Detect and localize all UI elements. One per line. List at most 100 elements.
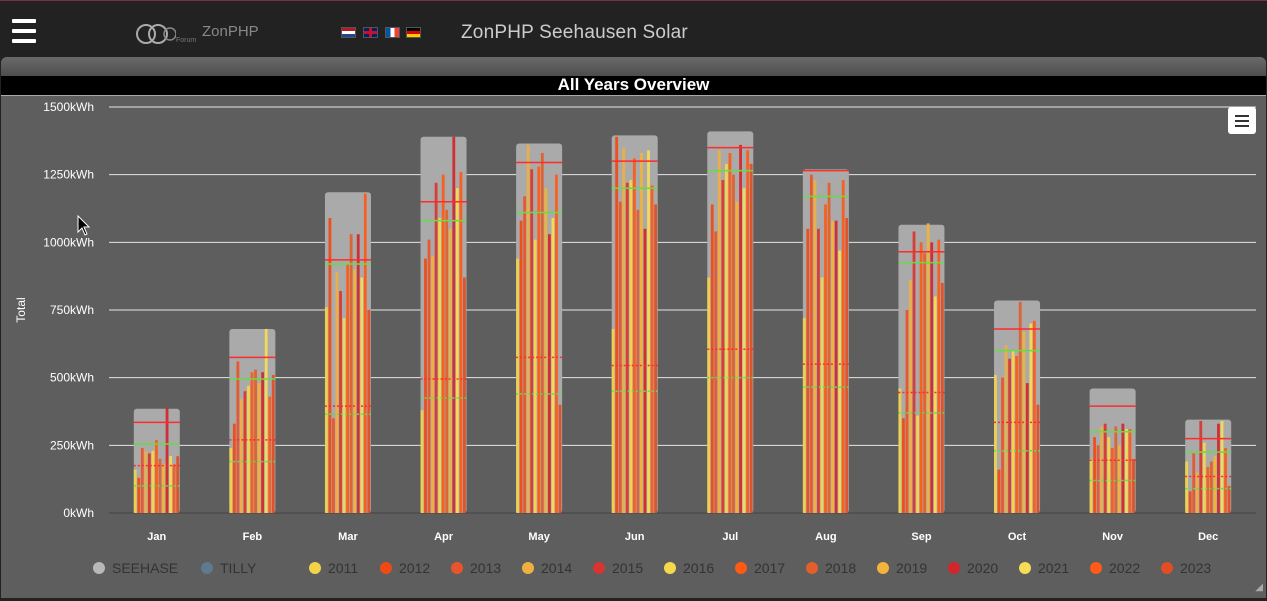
legend-item[interactable]: 2014 — [541, 560, 572, 576]
legend-item[interactable]: 2021 — [1038, 560, 1069, 576]
bar-2016 — [438, 217, 442, 513]
bar-2012 — [328, 217, 332, 513]
bar-2017 — [346, 263, 350, 513]
bar-2015 — [1199, 420, 1203, 513]
bar-2013 — [236, 361, 240, 513]
legend-marker[interactable] — [806, 562, 818, 574]
legend-marker[interactable] — [593, 562, 605, 574]
legend-marker[interactable] — [309, 562, 321, 574]
legend-marker[interactable] — [1019, 562, 1031, 574]
bar-2021 — [1125, 429, 1128, 513]
legend-item[interactable]: SEEHASE — [112, 560, 178, 576]
bar-2019 — [353, 269, 357, 513]
bar-2020 — [452, 136, 456, 514]
bar-2014 — [1195, 472, 1199, 513]
bar-2023 — [845, 217, 849, 513]
legend-marker[interactable] — [664, 562, 676, 574]
logo-text: ZonPHP — [202, 23, 259, 40]
legend-marker[interactable] — [451, 562, 463, 574]
legend-marker[interactable] — [1161, 562, 1173, 574]
chart-context-menu-button[interactable] — [1228, 107, 1256, 134]
legend-item[interactable]: 2022 — [1109, 560, 1140, 576]
bar-2020 — [643, 228, 647, 514]
chart-panel: All Years Overview 0kWh 250kWh 500kWh 750kW… — [1, 57, 1266, 598]
bar-2016 — [533, 239, 537, 514]
bar-2022 — [1128, 429, 1132, 513]
bar-2018 — [158, 458, 162, 513]
bar-2022 — [650, 185, 654, 513]
zonphp-logo[interactable]: ZonPHP Forum — [136, 21, 266, 47]
bar-2020 — [930, 242, 934, 514]
legend-marker[interactable] — [201, 562, 213, 574]
legend-marker[interactable] — [1090, 562, 1102, 574]
x-tick-label: Sep — [911, 531, 931, 543]
bar-2016 — [342, 318, 346, 513]
bar-2023 — [463, 277, 466, 513]
legend-item[interactable]: 2015 — [612, 560, 643, 576]
legend-marker[interactable] — [380, 562, 392, 574]
legend-item[interactable]: 2013 — [470, 560, 501, 576]
bar-2015 — [339, 291, 342, 513]
bar-2014 — [909, 280, 912, 513]
legend-item[interactable]: 2019 — [896, 560, 927, 576]
bar-2021 — [169, 456, 173, 513]
bar-2011 — [1185, 461, 1189, 513]
bar-2018 — [1209, 461, 1213, 513]
bar-2011 — [324, 307, 328, 513]
bar-2011 — [229, 448, 233, 513]
bar-2018 — [540, 153, 544, 513]
flag-nl-icon[interactable] — [341, 27, 356, 38]
flag-gb-icon[interactable] — [363, 27, 378, 38]
bar-2022 — [268, 396, 272, 513]
legend-item[interactable]: 2016 — [683, 560, 714, 576]
bar-2022 — [937, 239, 941, 514]
bar-2017 — [1015, 356, 1019, 513]
bar-2015 — [243, 391, 247, 513]
legend-marker[interactable] — [93, 562, 105, 574]
legend-marker[interactable] — [522, 562, 534, 574]
flag-fr-icon[interactable] — [385, 27, 400, 38]
legend-item[interactable]: 2012 — [399, 560, 430, 576]
logo-rings-icon — [136, 24, 177, 44]
bar-2015 — [147, 453, 151, 513]
bar-2020 — [739, 144, 742, 513]
legend-item[interactable]: TILLY — [220, 560, 257, 576]
bar-2016 — [1202, 442, 1206, 513]
legend-marker[interactable] — [877, 562, 889, 574]
bar-2016 — [247, 385, 250, 513]
bar-2016 — [916, 415, 919, 513]
bar-2023 — [749, 163, 753, 513]
x-tick-label: Mar — [338, 531, 358, 543]
bar-2014 — [144, 450, 148, 513]
flag-de-icon[interactable] — [406, 27, 421, 38]
resize-handle-icon[interactable]: ◢ — [1255, 582, 1263, 593]
bar-2022 — [1032, 320, 1036, 513]
y-tick-label: 750kWh — [50, 303, 94, 317]
bar-2018 — [827, 182, 831, 513]
bar-2012 — [232, 423, 236, 513]
bar-2012 — [1188, 491, 1192, 513]
bar-2012 — [519, 220, 523, 513]
bar-2012 — [806, 228, 810, 514]
legend-marker[interactable] — [735, 562, 747, 574]
bar-2013 — [523, 196, 527, 513]
bar-2019 — [257, 383, 261, 513]
bar-2015 — [1008, 358, 1012, 513]
legend-item[interactable]: 2020 — [967, 560, 998, 576]
bar-2020 — [1025, 383, 1029, 513]
legend-marker[interactable] — [948, 562, 960, 574]
bar-2019 — [1213, 456, 1217, 513]
legend-item[interactable]: 2011 — [328, 560, 358, 576]
bar-2023 — [558, 404, 562, 513]
bar-2018 — [923, 253, 927, 513]
hamburger-icon[interactable] — [12, 19, 36, 45]
bar-2021 — [551, 217, 555, 513]
legend-item[interactable]: 2023 — [1180, 560, 1211, 576]
legend-item[interactable]: 2018 — [825, 560, 856, 576]
bar-2015 — [817, 228, 820, 514]
bar-2014 — [717, 150, 721, 513]
bar-2012 — [1093, 437, 1096, 513]
bar-2018 — [445, 209, 449, 513]
bar-2017 — [1206, 466, 1210, 513]
legend-item[interactable]: 2017 — [754, 560, 785, 576]
